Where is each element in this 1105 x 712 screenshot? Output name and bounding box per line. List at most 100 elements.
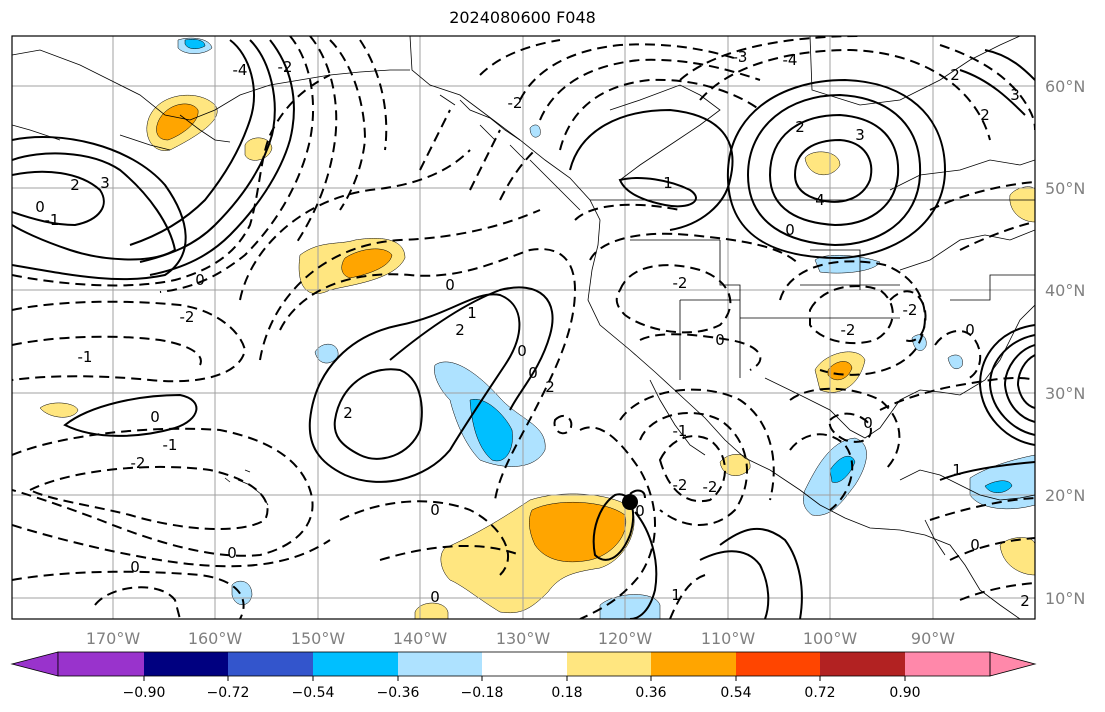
contour-line: [828, 412, 872, 443]
contour-label: 1: [467, 304, 477, 322]
shade-blue: [814, 254, 881, 274]
contour-line: [988, 334, 1035, 436]
contour-line: [553, 414, 573, 435]
colorbar-segment: [905, 652, 990, 676]
lon-label: 140°W: [393, 629, 448, 648]
colorbar-tick: 0.54: [720, 685, 751, 701]
contour-line: [12, 427, 314, 557]
contour-line: [629, 511, 658, 619]
contour-line: [469, 129, 501, 191]
contour-line: [159, 36, 315, 293]
contour-line: [12, 570, 245, 619]
contour-label: -2: [180, 308, 195, 326]
contour-label: 0: [35, 198, 45, 216]
shade-cyan: [829, 455, 856, 483]
contour-label: -1: [163, 436, 178, 454]
contour-line: [479, 39, 561, 76]
contour-label: 0: [195, 271, 205, 289]
contour-line: [959, 582, 1035, 601]
contour-line: [389, 286, 554, 411]
shade-blue: [231, 580, 253, 605]
contour-line: [779, 260, 926, 376]
shade-yellow: [804, 151, 841, 175]
contour-line: [379, 544, 521, 561]
colorbar-segment: [58, 652, 144, 676]
colorbar-segment: [567, 652, 651, 676]
lon-label: 170°W: [86, 629, 141, 648]
contour-label: 3: [855, 126, 865, 144]
contour-label: 3: [1010, 86, 1020, 104]
contour-line: [12, 524, 331, 568]
contour-line: [579, 426, 656, 619]
contour-label: -1: [78, 348, 93, 366]
contour-label: 0: [130, 558, 140, 576]
lon-label: 160°W: [188, 629, 243, 648]
contour-label: 2: [545, 378, 555, 396]
contour-label: 0: [863, 414, 873, 432]
contour-line: [63, 393, 198, 437]
contour-line: [615, 264, 732, 334]
contour-line: [339, 500, 510, 576]
lon-label: 130°W: [496, 629, 551, 648]
contour-line: [12, 74, 331, 287]
shade-yellow: [999, 537, 1035, 576]
contour-label: 0: [430, 588, 440, 606]
contour-label: -2: [278, 58, 293, 76]
shade-orange: [156, 103, 199, 141]
shade-cyan: [184, 39, 206, 49]
lon-label: 100°W: [803, 629, 858, 648]
contour-line: [889, 290, 927, 342]
contour-line: [746, 93, 922, 247]
contour-line: [959, 69, 1026, 116]
contour-label: -2: [841, 321, 856, 339]
lat-label: 10°N: [1045, 589, 1085, 608]
contour-line: [768, 113, 900, 227]
contour-label: 0: [445, 276, 455, 294]
colorbar-tick: −0.36: [377, 685, 420, 701]
contour-line: [329, 39, 367, 211]
contour-line: [12, 152, 177, 261]
colorbar-extend-left: [10, 651, 59, 677]
shade-blue: [529, 124, 541, 138]
shading-layer: [39, 37, 1035, 619]
lon-label: 150°W: [291, 629, 346, 648]
colorbar-tick: 0.72: [804, 685, 835, 701]
contour-label: 2: [1020, 592, 1030, 610]
contour-line: [669, 574, 706, 619]
contour-label: 0: [715, 331, 725, 349]
shade-cyan: [469, 398, 513, 462]
contour-line: [1003, 344, 1035, 423]
contour-line: [939, 44, 1035, 131]
contour-line: [129, 39, 255, 246]
contour-line: [569, 108, 734, 231]
contour-line: [589, 232, 801, 266]
colorbar-segment: [144, 652, 228, 676]
contour-label: -3: [733, 48, 748, 66]
colorbar-tick: 0.36: [635, 685, 666, 701]
contour-label: -2: [131, 454, 146, 472]
contour-line: [978, 324, 1035, 446]
colorbar-segment: [736, 652, 820, 676]
contour-line: [719, 527, 803, 619]
colorbar-tick: −0.54: [292, 685, 335, 701]
contour-label: -4: [783, 51, 798, 69]
contour-line: [559, 78, 761, 151]
contour-label: 2: [950, 66, 960, 84]
contour-label: 4: [815, 191, 825, 209]
colorbar: −0.90 −0.72 −0.54 −0.36 −0.18 0.18 0.36 …: [10, 651, 1037, 701]
contour-line: [618, 177, 697, 208]
shade-yellow: [39, 402, 79, 418]
contour-line: [699, 48, 991, 141]
contour-label: -2: [508, 94, 523, 112]
contour-label: -2: [673, 274, 688, 292]
lat-label: 50°N: [1045, 179, 1085, 198]
contour-line: [699, 550, 770, 619]
contour-label: -2: [673, 476, 688, 494]
contour-label: -1: [45, 211, 60, 229]
contour-line: [879, 376, 1035, 411]
colorbar-tick: −0.72: [207, 685, 250, 701]
contour-line: [12, 300, 247, 383]
colorbar-extend-right: [989, 651, 1037, 677]
lat-label: 30°N: [1045, 384, 1085, 403]
